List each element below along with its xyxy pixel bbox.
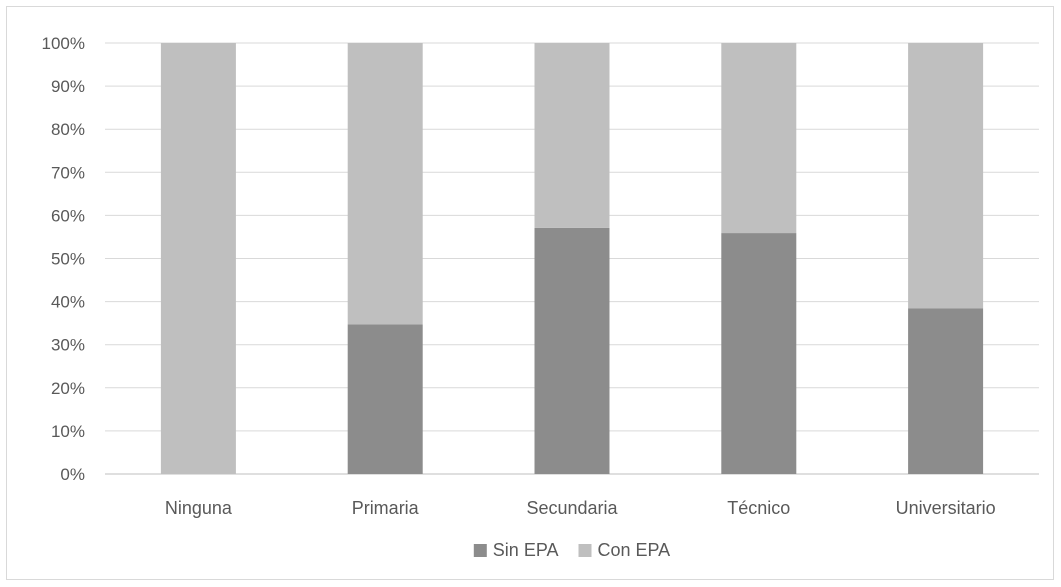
bar-sin-epa <box>908 308 984 474</box>
bar-con-epa <box>347 43 423 325</box>
x-axis-category-labels: Ninguna Primaria Secundaria Técnico Universi… <box>165 498 996 518</box>
bar-con-epa <box>721 43 797 234</box>
bar-con-epa <box>160 43 236 474</box>
bar-sin-epa <box>721 233 797 474</box>
y-tick-label: 40% <box>51 293 85 312</box>
y-tick-label: 100% <box>42 34 85 53</box>
y-tick-label: 0% <box>60 465 85 484</box>
bar-con-epa <box>908 43 984 309</box>
y-tick-label: 10% <box>51 422 85 441</box>
x-category-label: Universitario <box>896 498 996 518</box>
legend-label: Con EPA <box>597 540 670 560</box>
bar-con-epa <box>534 43 610 228</box>
legend-swatch <box>473 544 487 557</box>
legend-label: Sin EPA <box>493 540 559 560</box>
y-tick-label: 80% <box>51 120 85 139</box>
x-category-label: Primaria <box>352 498 420 518</box>
x-category-label: Ninguna <box>165 498 233 518</box>
legend: Sin EPA Con EPA <box>473 540 670 560</box>
stacked-bar-chart: 0% 10% 20% 30% 40% 50% 60% 70% 80% 90% 100% Ningun… <box>42 34 1039 560</box>
legend-swatch <box>578 544 592 557</box>
chart-frame: 0% 10% 20% 30% 40% 50% 60% 70% 80% 90% 100% Ningun… <box>6 6 1054 580</box>
bars <box>160 43 984 474</box>
y-tick-label: 90% <box>51 77 85 96</box>
y-tick-label: 60% <box>51 206 85 225</box>
bar-sin-epa <box>534 227 610 474</box>
bar-sin-epa <box>347 324 423 474</box>
y-tick-label: 20% <box>51 379 85 398</box>
y-tick-label: 30% <box>51 336 85 355</box>
y-tick-label: 50% <box>51 250 85 269</box>
x-category-label: Secundaria <box>526 498 618 518</box>
x-category-label: Técnico <box>727 498 790 518</box>
y-axis-tick-labels: 0% 10% 20% 30% 40% 50% 60% 70% 80% 90% 100% <box>42 34 85 484</box>
y-tick-label: 70% <box>51 163 85 182</box>
